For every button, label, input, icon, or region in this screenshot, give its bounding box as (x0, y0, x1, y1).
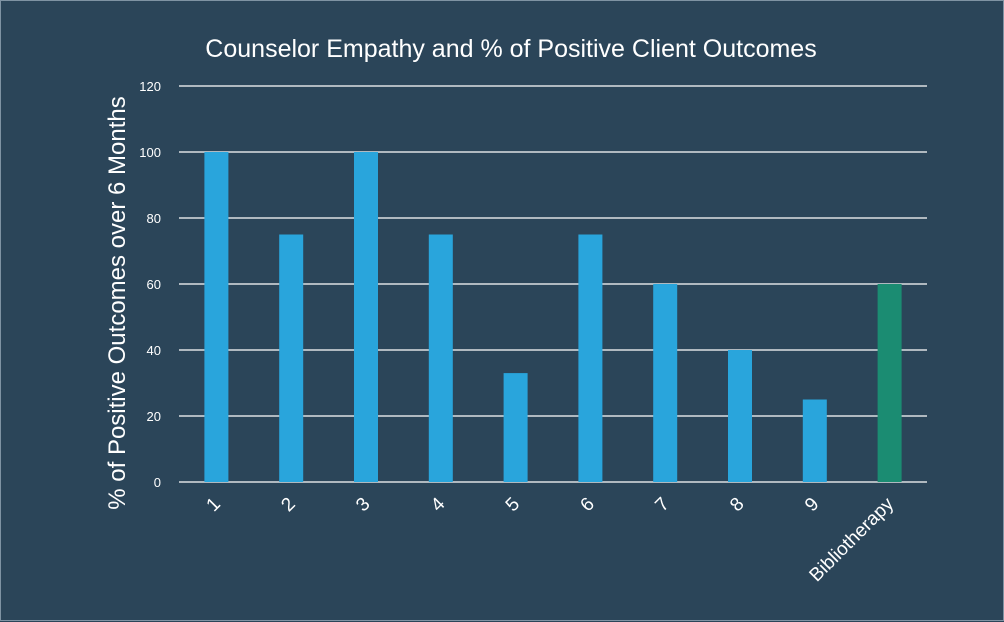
bar-bibliotherapy (877, 284, 902, 482)
x-tick-label: 2 (277, 494, 299, 516)
x-tick-label: 4 (427, 493, 450, 516)
y-tick-label: 100 (139, 145, 161, 160)
bar-9 (802, 399, 827, 482)
x-tick-label: 5 (502, 494, 524, 516)
x-tick-label: 6 (577, 494, 599, 516)
y-axis-label: % of Positive Outcomes over 6 Months (104, 96, 131, 510)
bar-2 (279, 234, 304, 482)
x-tick-label: 1 (203, 494, 225, 516)
y-tick-label: 60 (147, 277, 161, 292)
bar-6 (578, 234, 603, 482)
bar-8 (728, 350, 752, 482)
y-tick-labels: 0 20 40 60 80 100 120 (139, 79, 161, 490)
bar-5 (503, 373, 528, 482)
y-tick-label: 120 (139, 79, 161, 94)
bar-4 (428, 234, 453, 482)
bar-7 (653, 284, 678, 482)
y-tick-label: 20 (147, 409, 161, 424)
x-tick-label: 7 (651, 494, 673, 516)
x-tick-label: 9 (801, 494, 823, 516)
x-tick-label: 3 (352, 494, 374, 516)
bar-3 (354, 152, 378, 482)
x-tick-label: 8 (726, 494, 748, 516)
chart-title: Counselor Empathy and % of Positive Clie… (205, 35, 816, 63)
y-tick-label: 0 (154, 475, 161, 490)
y-tick-label: 40 (147, 343, 161, 358)
y-tick-label: 80 (147, 211, 161, 226)
bar-1 (204, 152, 229, 482)
gridlines (179, 85, 927, 483)
bars (204, 152, 902, 482)
